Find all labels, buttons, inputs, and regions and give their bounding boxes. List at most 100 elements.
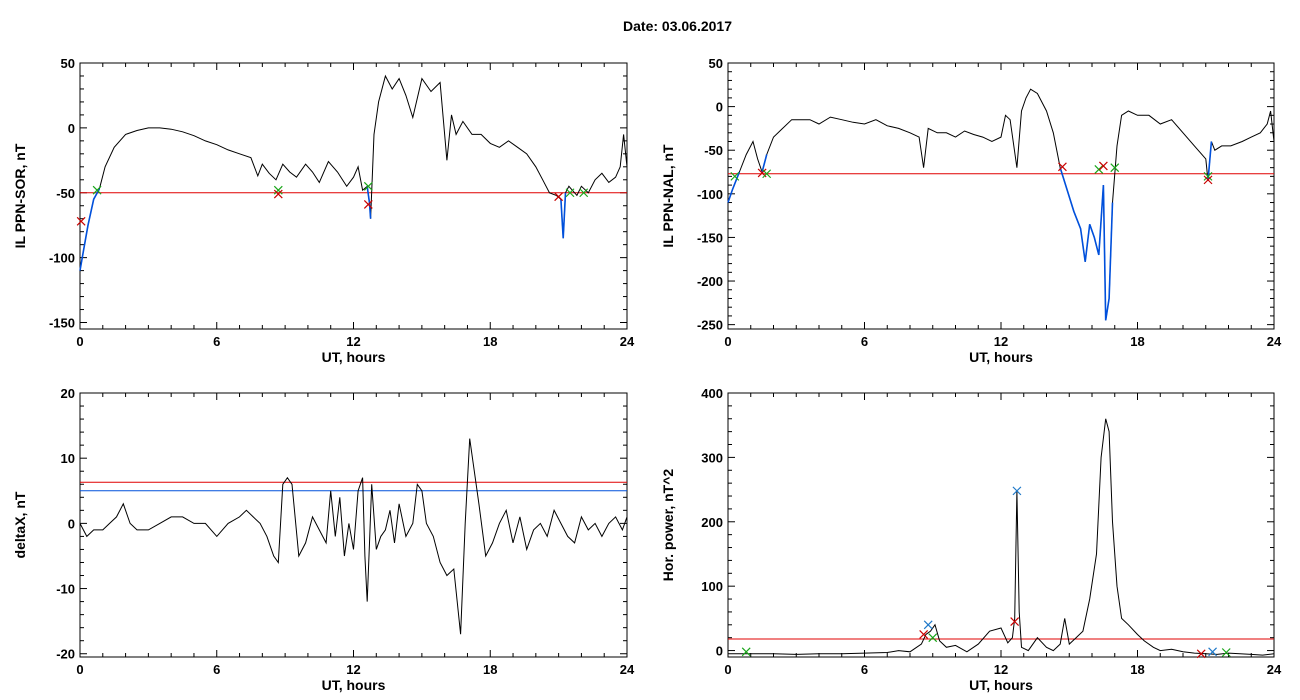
plot-frame <box>727 392 1275 658</box>
marker-stroke <box>1221 648 1231 657</box>
y-axis-title: deltaX, nT <box>12 491 28 558</box>
y-tick-label: 0 <box>68 516 75 531</box>
y-tick-label: 0 <box>68 121 75 136</box>
x-tick-label: 6 <box>861 334 868 349</box>
marker-stroke <box>363 181 373 191</box>
y-axis-title: Hor. power, nT^2 <box>660 469 676 582</box>
y-tick-label: -250 <box>697 318 723 333</box>
marker-stroke <box>363 200 373 209</box>
series-line <box>79 74 628 271</box>
marker-stroke <box>92 185 102 195</box>
y-tick-label: -50 <box>704 143 723 158</box>
marker-stroke <box>1098 161 1108 171</box>
event-marker-end <box>1203 175 1213 185</box>
x-axis-title: UT, hours <box>322 349 386 365</box>
x-axis-title: UT, hours <box>322 677 386 693</box>
marker-stroke <box>1203 171 1213 181</box>
event-marker-end <box>1058 162 1067 172</box>
marker-stroke <box>579 188 589 198</box>
x-tick-label: 0 <box>724 334 731 349</box>
y-tick-label: 50 <box>61 56 75 71</box>
event-marker-start <box>92 185 102 195</box>
panel-ppn-sor: 0 6 12 18 24 50 0 -50 -100 -150 UT, hours IL PPN-SO… <box>12 56 635 365</box>
y-tick-label: 400 <box>701 386 723 401</box>
event-marker-start <box>1221 648 1231 657</box>
marker-stroke <box>741 647 751 657</box>
event-marker-peak <box>1208 647 1217 657</box>
plot-frame <box>727 62 1275 330</box>
event-marker-start <box>363 181 373 191</box>
event-marker-start <box>928 633 938 643</box>
marker-stroke <box>1012 486 1022 496</box>
event-segment <box>79 188 101 271</box>
marker-stroke <box>1010 617 1020 627</box>
x-tick-label: 0 <box>76 334 83 349</box>
x-tick-label: 18 <box>483 662 497 677</box>
event-segment <box>761 154 768 173</box>
event-segment <box>560 192 567 239</box>
x-tick-label: 0 <box>724 662 731 677</box>
marker-stroke <box>76 216 86 226</box>
series-line <box>727 88 1275 321</box>
panel-hor-power: 0 6 12 18 24 400 300 200 100 0 UT, hours Hor. power… <box>660 386 1282 693</box>
series-line <box>728 418 1275 656</box>
y-tick-label: 50 <box>709 56 723 71</box>
event-marker-peak <box>1012 486 1022 496</box>
marker-stroke <box>730 171 740 181</box>
event-marker-end <box>554 192 564 202</box>
x-tick-label: 12 <box>994 334 1008 349</box>
event-marker-end <box>919 630 929 639</box>
event-marker-end <box>1098 161 1108 171</box>
y-tick-label: 0 <box>716 100 723 115</box>
y-tick-label: -100 <box>697 187 723 202</box>
marker-stroke <box>273 189 283 199</box>
marker-stroke <box>565 188 575 198</box>
page-date-title: Date: 03.06.2017 <box>623 18 732 34</box>
y-tick-label: -200 <box>697 274 723 289</box>
x-tick-label: 6 <box>861 662 868 677</box>
event-marker-start <box>579 188 589 198</box>
x-tick-label: 6 <box>213 662 220 677</box>
marker-stroke <box>1208 647 1217 657</box>
panel-deltax: 0 6 12 18 24 20 10 0 -10 -20 UT, hours deltaX, nT <box>12 386 635 693</box>
y-tick-label: 300 <box>701 450 723 465</box>
y-axis-title: IL PPN-NAL, nT <box>660 144 676 248</box>
x-tick-label: 24 <box>620 662 635 677</box>
panel-ppn-nal: 0 6 12 18 24 50 0 -50 -100 -150 -200 -250 UT, hours I… <box>660 56 1282 365</box>
x-tick-label: 6 <box>213 334 220 349</box>
event-marker-end <box>363 200 373 209</box>
marker-stroke <box>1203 175 1213 185</box>
event-marker-end <box>1010 617 1020 627</box>
x-tick-label: 0 <box>76 662 83 677</box>
event-marker-start <box>1094 164 1104 174</box>
marker-stroke <box>1110 163 1120 173</box>
x-axis-title: UT, hours <box>969 349 1033 365</box>
marker-stroke <box>923 620 933 630</box>
marker-stroke <box>554 192 564 202</box>
marker-stroke <box>762 169 772 179</box>
marker-stroke <box>757 168 767 178</box>
event-marker-end <box>76 216 86 226</box>
marker-stroke <box>273 185 283 195</box>
x-tick-label: 12 <box>346 334 360 349</box>
y-axis-title: IL PPN-SOR, nT <box>12 143 28 248</box>
y-tick-label: 200 <box>701 515 723 530</box>
x-axis-title: UT, hours <box>969 677 1033 693</box>
y-tick-label: 100 <box>701 579 723 594</box>
y-tick-label: -150 <box>697 230 723 245</box>
y-tick-label: -50 <box>56 186 75 201</box>
x-tick-label: 24 <box>1267 334 1282 349</box>
marker-stroke <box>928 633 938 643</box>
x-tick-label: 12 <box>346 662 360 677</box>
y-tick-label: 0 <box>716 644 723 659</box>
event-marker-start <box>1203 171 1213 181</box>
y-tick-label: 10 <box>61 451 75 466</box>
marker-stroke <box>1196 649 1206 659</box>
plot-frame <box>79 62 628 330</box>
event-marker-start <box>730 171 740 181</box>
event-marker-start <box>741 647 751 657</box>
event-segment <box>1059 167 1114 321</box>
y-tick-label: -20 <box>56 647 75 662</box>
y-tick-label: -100 <box>49 251 75 266</box>
